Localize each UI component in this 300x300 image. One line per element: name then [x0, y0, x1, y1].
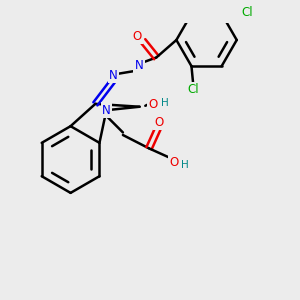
Text: O: O — [148, 98, 158, 111]
Text: H: H — [161, 98, 169, 108]
Text: H: H — [181, 160, 189, 170]
Text: N: N — [134, 58, 143, 72]
Text: O: O — [155, 116, 164, 129]
Text: O: O — [170, 157, 179, 169]
Text: Cl: Cl — [187, 83, 199, 96]
Text: N: N — [109, 69, 118, 82]
Text: O: O — [133, 30, 142, 43]
Text: Cl: Cl — [241, 6, 253, 19]
Text: N: N — [102, 104, 111, 117]
